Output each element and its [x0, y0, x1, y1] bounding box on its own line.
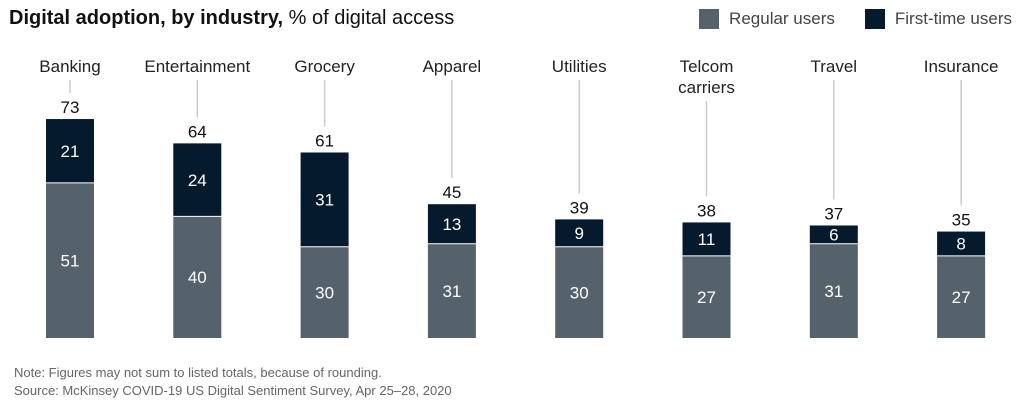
value-label-regular-travel: 31 [824, 282, 843, 301]
bar-regular-banking [46, 182, 94, 338]
category-label-travel: Travel [810, 57, 857, 76]
category-label-telcom-carriers: Telcom carriers [678, 57, 735, 97]
value-label-regular-grocery: 30 [315, 283, 334, 302]
total-label-insurance: 35 [952, 211, 971, 230]
bar-first-time-entertainment [173, 143, 222, 217]
source-line: Source: McKinsey COVID-19 US Digital Sen… [14, 383, 452, 398]
chart-title-unit: % of digital access [283, 7, 455, 29]
total-label-grocery: 61 [315, 131, 334, 150]
value-label-regular-apparel: 31 [442, 282, 461, 301]
bar-regular-apparel [427, 243, 476, 338]
value-label-first-time-travel: 6 [829, 226, 838, 245]
footnote: Note: Figures may not sum to listed tota… [14, 365, 382, 380]
category-label-banking: Banking [39, 57, 100, 76]
legend-item-regular: Regular users [699, 9, 835, 29]
legend-swatch-first-time [864, 9, 885, 29]
value-label-regular-banking: 51 [61, 251, 80, 270]
bar-regular-travel [809, 243, 858, 338]
bar-first-time-banking [46, 119, 94, 183]
total-label-travel: 37 [824, 204, 843, 223]
legend-item-first-time: First-time users [864, 9, 1012, 29]
value-label-regular-insurance: 27 [952, 288, 971, 307]
value-label-first-time-entertainment: 24 [188, 171, 207, 190]
value-label-first-time-insurance: 8 [956, 235, 965, 254]
bar-regular-grocery [300, 246, 349, 338]
total-label-banking: 73 [61, 98, 80, 117]
value-label-first-time-utilities: 9 [574, 224, 583, 243]
total-label-telcom-carriers: 38 [697, 201, 716, 220]
value-label-first-time-grocery: 31 [315, 191, 334, 210]
bar-first-time-travel [809, 225, 858, 244]
value-label-regular-telcom-carriers: 27 [697, 288, 716, 307]
total-label-entertainment: 64 [188, 122, 207, 141]
category-label-insurance: Insurance [924, 57, 999, 76]
total-label-apparel: 45 [442, 183, 461, 202]
chart-title-bold: Digital adoption, by industry, [9, 7, 284, 29]
bar-first-time-insurance [937, 231, 986, 256]
chart-title: Digital adoption, by industry, % of digi… [9, 7, 454, 30]
total-label-utilities: 39 [570, 198, 589, 217]
bar-first-time-telcom-carriers [682, 222, 731, 256]
legend: Regular users First-time users [699, 9, 1012, 29]
value-label-first-time-banking: 21 [61, 142, 80, 161]
category-label-entertainment: Entertainment [144, 57, 250, 76]
value-label-first-time-telcom-carriers: 11 [698, 230, 716, 249]
bar-regular-insurance [937, 255, 986, 338]
chart-canvas: Banking 73 51 21 Entertainment 64 40 24 Grocery 6… [39, 57, 999, 338]
value-label-regular-utilities: 30 [570, 283, 589, 302]
value-label-first-time-apparel: 13 [442, 215, 461, 234]
category-label-grocery: Grocery [294, 57, 355, 76]
bar-regular-telcom-carriers [682, 255, 731, 338]
category-label-apparel: Apparel [423, 57, 482, 76]
legend-label-regular: Regular users [729, 9, 835, 28]
legend-label-first-time: First-time users [894, 9, 1012, 28]
bar-first-time-apparel [427, 204, 476, 244]
footer: Note: Figures may not sum to listed tota… [14, 364, 452, 400]
value-label-regular-entertainment: 40 [188, 268, 207, 287]
bar-regular-entertainment [173, 216, 222, 338]
category-label-utilities: Utilities [552, 57, 607, 76]
legend-swatch-regular [699, 9, 720, 29]
bar-regular-utilities [555, 246, 604, 338]
bar-first-time-grocery [300, 152, 349, 247]
bar-first-time-utilities [555, 219, 604, 247]
